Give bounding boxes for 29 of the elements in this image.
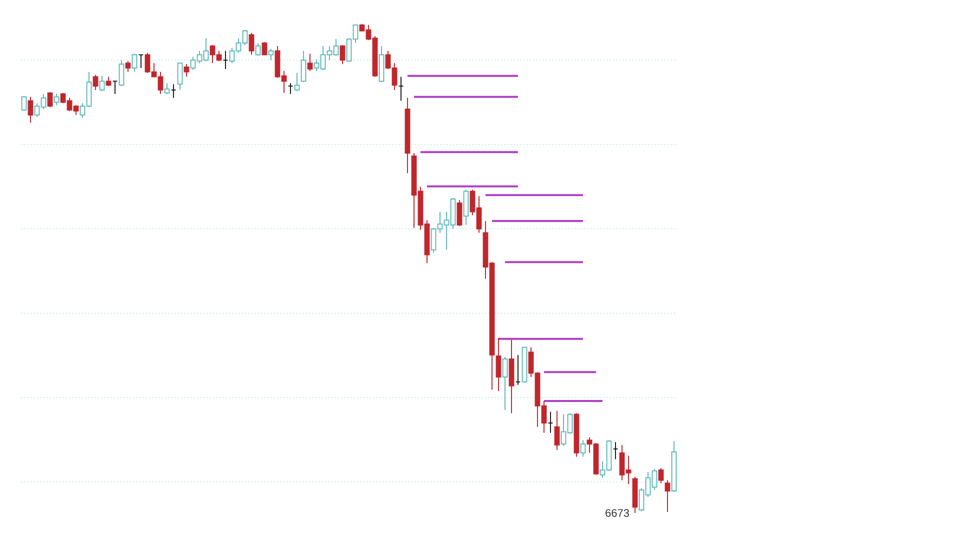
candlestick — [184, 64, 190, 78]
candlestick — [554, 410, 560, 450]
annotation: 6673 — [606, 509, 630, 517]
candlestick — [21, 95, 27, 112]
candlestick — [340, 44, 346, 65]
candlestick — [658, 468, 664, 484]
candlestick — [456, 200, 462, 226]
candlestick — [294, 72, 300, 92]
candlestick — [28, 96, 34, 124]
candlestick — [47, 91, 53, 108]
candlestick — [268, 48, 274, 61]
candlestick — [164, 82, 170, 94]
candlestick — [125, 60, 131, 72]
candlestick — [54, 93, 60, 106]
candlestick — [307, 53, 313, 72]
candlestick — [255, 42, 261, 56]
candlestick — [99, 75, 105, 92]
candlestick — [262, 42, 268, 56]
candlestick — [106, 76, 112, 87]
candlestick — [580, 440, 586, 458]
candlestick — [248, 32, 254, 56]
candlestick — [177, 62, 183, 91]
candlestick — [502, 356, 508, 410]
candlestick — [664, 480, 670, 513]
candlestick — [92, 74, 98, 91]
candlestick — [132, 53, 138, 72]
candlestick — [118, 60, 124, 87]
candlestick — [300, 50, 306, 83]
candlestick — [496, 337, 502, 392]
